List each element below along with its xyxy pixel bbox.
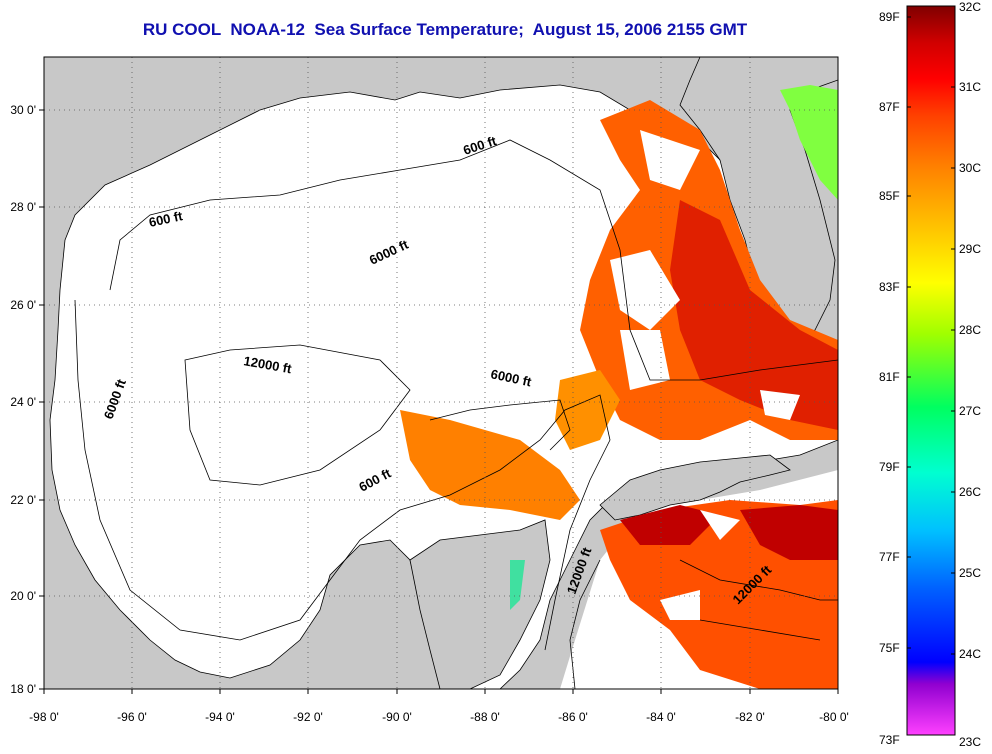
y-tick-label: 26 0': [10, 298, 36, 312]
y-tick-label: 20 0': [10, 589, 36, 603]
x-tick-label: -80 0': [819, 710, 849, 724]
x-tick-label: -92 0': [293, 710, 323, 724]
y-tick-label: 28 0': [10, 200, 36, 214]
x-tick-label: -90 0': [382, 710, 412, 724]
y-tick-label: 18 0': [10, 682, 36, 696]
y-tick-label: 22 0': [10, 493, 36, 507]
colorbar-f-label: 81F: [879, 370, 900, 384]
colorbar-c-label: 31C: [959, 80, 982, 94]
x-tick-label: -88 0': [470, 710, 500, 724]
x-tick-label: -82 0': [735, 710, 765, 724]
colorbar-c-label: 28C: [959, 323, 982, 337]
colorbar-f-label: 89F: [879, 10, 900, 24]
colorbar-c-label: 29C: [959, 242, 982, 256]
colorbar-c-label: 32C: [959, 0, 982, 14]
colorbar-c-label: 27C: [959, 404, 982, 418]
x-tick-label: -86 0': [558, 710, 588, 724]
colorbar-f-label: 77F: [879, 550, 900, 564]
map-frame: [43, 56, 839, 690]
colorbar-c-label: 30C: [959, 161, 982, 175]
cuba-land: [599, 454, 791, 521]
colorbar-c-label: 26C: [959, 485, 982, 499]
colorbar-c-label: 25C: [959, 566, 982, 580]
colorbar-f-label: 85F: [879, 189, 900, 203]
colorbar-f-label: 73F: [879, 733, 900, 747]
lat-lon-grid: [44, 57, 838, 689]
y-tick-label: 30 0': [10, 103, 36, 117]
frame-ticks: [39, 109, 839, 694]
sst-data: [400, 85, 838, 689]
colorbar-c-label: 23C: [959, 735, 982, 749]
x-tick-label: -84 0': [646, 710, 676, 724]
colorbar-ticks: [907, 5, 955, 736]
x-tick-label: -98 0': [29, 710, 59, 724]
colorbar: [906, 5, 956, 736]
colorbar-f-label: 83F: [879, 280, 900, 294]
colorbar-f-label: 75F: [879, 641, 900, 655]
y-tick-label: 24 0': [10, 395, 36, 409]
bathymetry-contours: [74, 139, 838, 689]
map-title: RU COOL NOAA-12 Sea Surface Temperature;…: [142, 20, 748, 39]
contour-label-600-nw: 600 ft: [148, 208, 185, 230]
colorbar-c-label: 24C: [959, 647, 982, 661]
colorbar-f-label: 79F: [879, 460, 900, 474]
x-tick-label: -94 0': [205, 710, 235, 724]
x-tick-label: -96 0': [117, 710, 147, 724]
colorbar-f-label: 87F: [879, 100, 900, 114]
